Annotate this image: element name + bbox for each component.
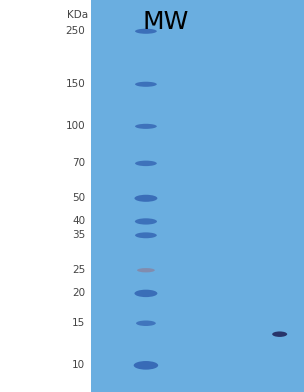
Ellipse shape bbox=[135, 124, 157, 129]
Text: 15: 15 bbox=[72, 318, 85, 328]
Text: 20: 20 bbox=[72, 289, 85, 298]
Ellipse shape bbox=[135, 161, 157, 166]
Ellipse shape bbox=[134, 195, 157, 202]
Text: 25: 25 bbox=[72, 265, 85, 275]
Text: 10: 10 bbox=[72, 360, 85, 370]
Ellipse shape bbox=[137, 268, 155, 272]
Ellipse shape bbox=[135, 82, 157, 87]
Text: 250: 250 bbox=[65, 26, 85, 36]
Ellipse shape bbox=[134, 361, 158, 370]
Text: KDa: KDa bbox=[67, 10, 88, 20]
Ellipse shape bbox=[135, 218, 157, 225]
Ellipse shape bbox=[136, 321, 156, 326]
Text: 40: 40 bbox=[72, 216, 85, 227]
FancyBboxPatch shape bbox=[91, 0, 304, 392]
Ellipse shape bbox=[134, 290, 157, 297]
Text: 150: 150 bbox=[65, 79, 85, 89]
Ellipse shape bbox=[135, 232, 157, 238]
Ellipse shape bbox=[272, 332, 287, 337]
Text: 50: 50 bbox=[72, 193, 85, 203]
Text: 70: 70 bbox=[72, 158, 85, 168]
Text: 100: 100 bbox=[65, 122, 85, 131]
Text: MW: MW bbox=[143, 10, 189, 34]
Text: 35: 35 bbox=[72, 230, 85, 240]
Ellipse shape bbox=[135, 29, 157, 34]
